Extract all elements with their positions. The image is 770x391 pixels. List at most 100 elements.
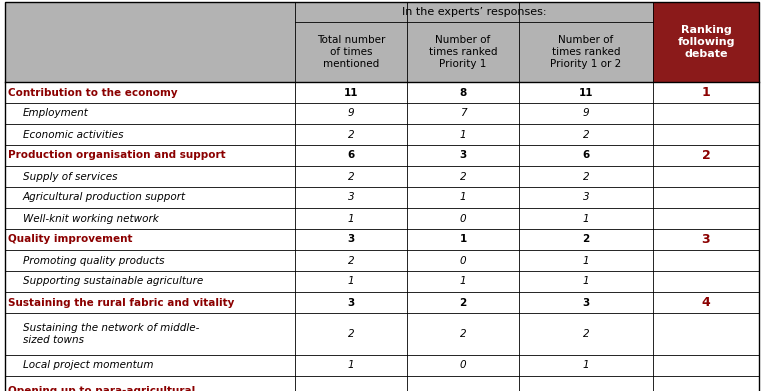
- Text: 3: 3: [583, 192, 589, 203]
- Bar: [519, 187, 653, 208]
- Bar: [295, 250, 407, 271]
- Bar: [5, 376, 295, 391]
- Bar: [295, 103, 407, 124]
- Text: 1: 1: [583, 361, 589, 371]
- Bar: [295, 145, 407, 166]
- Text: 1: 1: [348, 361, 354, 371]
- Bar: [519, 145, 653, 166]
- Bar: [653, 292, 759, 313]
- Bar: [407, 145, 519, 166]
- Text: 1: 1: [460, 129, 467, 140]
- Text: Sustaining the rural fabric and vitality: Sustaining the rural fabric and vitality: [8, 298, 234, 307]
- Text: Local project momentum: Local project momentum: [23, 361, 153, 371]
- Bar: [653, 271, 759, 292]
- Text: 2: 2: [460, 172, 467, 181]
- Text: 11: 11: [579, 88, 593, 97]
- Text: Production organisation and support: Production organisation and support: [8, 151, 226, 160]
- Bar: [295, 229, 407, 250]
- Text: 2: 2: [701, 149, 711, 162]
- Bar: [653, 2, 759, 82]
- Bar: [407, 292, 519, 313]
- Text: Total number
of times
mentioned: Total number of times mentioned: [316, 34, 385, 69]
- Bar: [519, 22, 653, 82]
- Text: 2: 2: [348, 129, 354, 140]
- Bar: [5, 313, 295, 355]
- Bar: [653, 124, 759, 145]
- Bar: [295, 124, 407, 145]
- Text: 1: 1: [701, 86, 711, 99]
- Text: Quality improvement: Quality improvement: [8, 235, 132, 244]
- Text: Sustaining the network of middle-
sized towns: Sustaining the network of middle- sized …: [23, 323, 199, 345]
- Bar: [519, 313, 653, 355]
- Text: 9: 9: [348, 108, 354, 118]
- Text: 3: 3: [460, 151, 467, 160]
- Text: In the experts’ responses:: In the experts’ responses:: [402, 7, 546, 17]
- Bar: [653, 355, 759, 376]
- Text: 3: 3: [348, 192, 354, 203]
- Text: 0: 0: [460, 213, 467, 224]
- Bar: [295, 187, 407, 208]
- Bar: [407, 271, 519, 292]
- Text: Well-knit working network: Well-knit working network: [23, 213, 159, 224]
- Text: 6: 6: [582, 151, 590, 160]
- Bar: [519, 376, 653, 391]
- Bar: [295, 292, 407, 313]
- Bar: [519, 250, 653, 271]
- Bar: [5, 229, 295, 250]
- Text: 1: 1: [348, 276, 354, 287]
- Bar: [519, 271, 653, 292]
- Text: 3: 3: [582, 298, 590, 307]
- Text: 1: 1: [583, 276, 589, 287]
- Bar: [5, 103, 295, 124]
- Text: Number of
times ranked
Priority 1: Number of times ranked Priority 1: [429, 34, 497, 69]
- Bar: [5, 124, 295, 145]
- Text: 1: 1: [460, 192, 467, 203]
- Bar: [295, 22, 407, 82]
- Text: Employment: Employment: [23, 108, 89, 118]
- Text: 2: 2: [348, 329, 354, 339]
- Bar: [295, 166, 407, 187]
- Text: 7: 7: [460, 108, 467, 118]
- Bar: [407, 229, 519, 250]
- Bar: [653, 166, 759, 187]
- Text: 3: 3: [347, 298, 355, 307]
- Text: 2: 2: [583, 329, 589, 339]
- Bar: [653, 103, 759, 124]
- Bar: [5, 166, 295, 187]
- Text: Contribution to the economy: Contribution to the economy: [8, 88, 178, 97]
- Bar: [407, 187, 519, 208]
- Bar: [407, 355, 519, 376]
- Text: 11: 11: [343, 88, 358, 97]
- Text: 0: 0: [460, 361, 467, 371]
- Text: 2: 2: [583, 129, 589, 140]
- Bar: [653, 187, 759, 208]
- Bar: [5, 208, 295, 229]
- Bar: [407, 313, 519, 355]
- Bar: [295, 313, 407, 355]
- Bar: [519, 166, 653, 187]
- Bar: [295, 355, 407, 376]
- Text: Supply of services: Supply of services: [23, 172, 118, 181]
- Text: 2: 2: [348, 172, 354, 181]
- Bar: [407, 124, 519, 145]
- Bar: [407, 82, 519, 103]
- Bar: [407, 376, 519, 391]
- Bar: [519, 292, 653, 313]
- Text: 2: 2: [460, 329, 467, 339]
- Text: 1: 1: [583, 255, 589, 265]
- Text: 8: 8: [460, 88, 467, 97]
- Text: Agricultural production support: Agricultural production support: [23, 192, 186, 203]
- Bar: [653, 313, 759, 355]
- Bar: [295, 208, 407, 229]
- Text: 1: 1: [583, 213, 589, 224]
- Bar: [653, 250, 759, 271]
- Bar: [5, 82, 295, 103]
- Text: Supporting sustainable agriculture: Supporting sustainable agriculture: [23, 276, 203, 287]
- Bar: [519, 355, 653, 376]
- Bar: [295, 2, 653, 22]
- Bar: [653, 208, 759, 229]
- Text: 2: 2: [582, 235, 590, 244]
- Bar: [5, 271, 295, 292]
- Bar: [653, 145, 759, 166]
- Text: 2: 2: [583, 172, 589, 181]
